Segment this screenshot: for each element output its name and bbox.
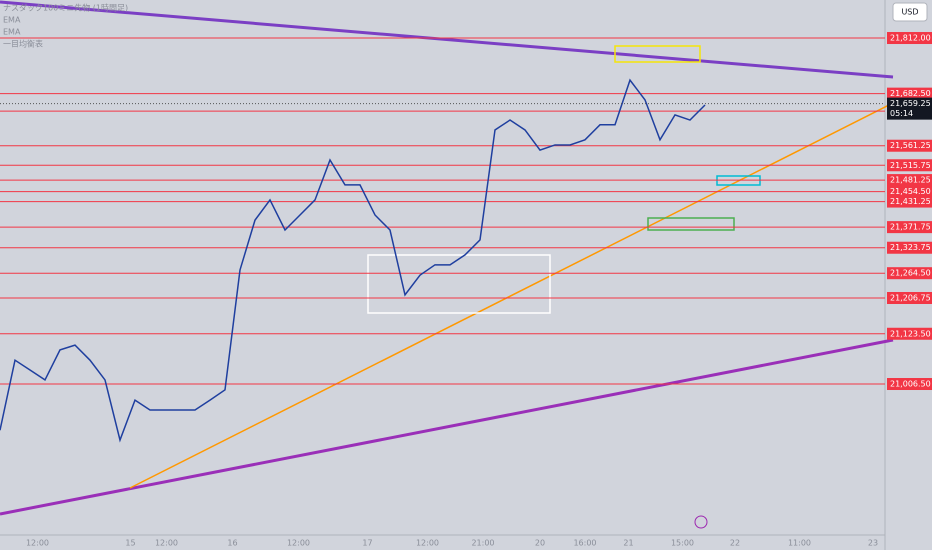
chart-title: ナスダック100ミニ先物 (1時間足)	[3, 3, 128, 13]
box-white	[367, 254, 551, 314]
level-label-bg	[887, 139, 932, 152]
countdown: 05:14	[890, 109, 913, 118]
level-label-bg	[887, 185, 932, 198]
y-tick-label: 21,481.25	[890, 176, 931, 185]
x-tick-label: 22	[730, 539, 740, 548]
legend-item: 一目均衡表	[3, 39, 43, 49]
x-tick-label: 23	[868, 539, 878, 548]
last-price-label: 21,659.25	[890, 99, 931, 108]
y-tick-label: 21,454.50	[890, 187, 931, 196]
x-tick-label: 21:00	[471, 539, 494, 548]
event-icon[interactable]	[694, 515, 708, 529]
y-tick-label: 21,682.50	[890, 89, 931, 98]
level-label-bg	[887, 378, 932, 391]
box-yellow	[614, 45, 701, 63]
trend-line-support	[129, 102, 894, 489]
currency: USD	[901, 8, 918, 17]
x-tick-label: 17	[362, 539, 372, 548]
level-label-bg	[887, 174, 932, 187]
y-tick-label: 21,006.50	[890, 380, 931, 389]
box-green	[647, 217, 735, 231]
trend-line-lower	[0, 338, 894, 516]
y-tick-label: 21,431.25	[890, 197, 931, 206]
y-tick-label: 21,371.75	[890, 223, 931, 232]
y-tick-label: 21,206.75	[890, 293, 931, 302]
level-label-bg	[887, 267, 932, 280]
y-tick-label: 21,561.25	[890, 141, 931, 150]
x-tick-label: 15:00	[671, 539, 694, 548]
x-tick-label: 11:00	[788, 539, 811, 548]
level-label-bg	[887, 159, 932, 172]
y-tick-label: 21,812.00	[890, 34, 931, 43]
y-tick-label: 21,515.75	[890, 161, 931, 170]
level-label-bg	[887, 32, 932, 45]
x-tick-label: 12:00	[155, 539, 178, 548]
x-tick-label: 12:00	[26, 539, 49, 548]
currency-box[interactable]	[892, 2, 928, 22]
level-label-bg	[887, 241, 932, 254]
level-label-bg	[887, 195, 932, 208]
legend-item: EMA	[3, 28, 21, 37]
x-tick-label: 15	[125, 539, 135, 548]
x-tick-label: 12:00	[416, 539, 439, 548]
level-label-bg	[887, 327, 932, 340]
y-tick-label: 21,323.75	[890, 243, 931, 252]
level-label-bg	[887, 87, 932, 100]
last-price-bg	[887, 97, 932, 120]
level-label-bg	[887, 221, 932, 234]
x-tick-label: 21	[623, 539, 633, 548]
price-line	[0, 78, 706, 443]
y-tick-label: 21,264.50	[890, 269, 931, 278]
level-label-bg	[887, 291, 932, 304]
x-tick-label: 16	[227, 539, 237, 548]
legend-item: EMA	[3, 16, 21, 25]
y-tick-label: 21,123.50	[890, 329, 931, 338]
trend-line-upper	[0, 0, 894, 79]
x-tick-label: 20	[535, 539, 545, 548]
x-tick-label: 16:00	[573, 539, 596, 548]
x-tick-label: 12:00	[287, 539, 310, 548]
